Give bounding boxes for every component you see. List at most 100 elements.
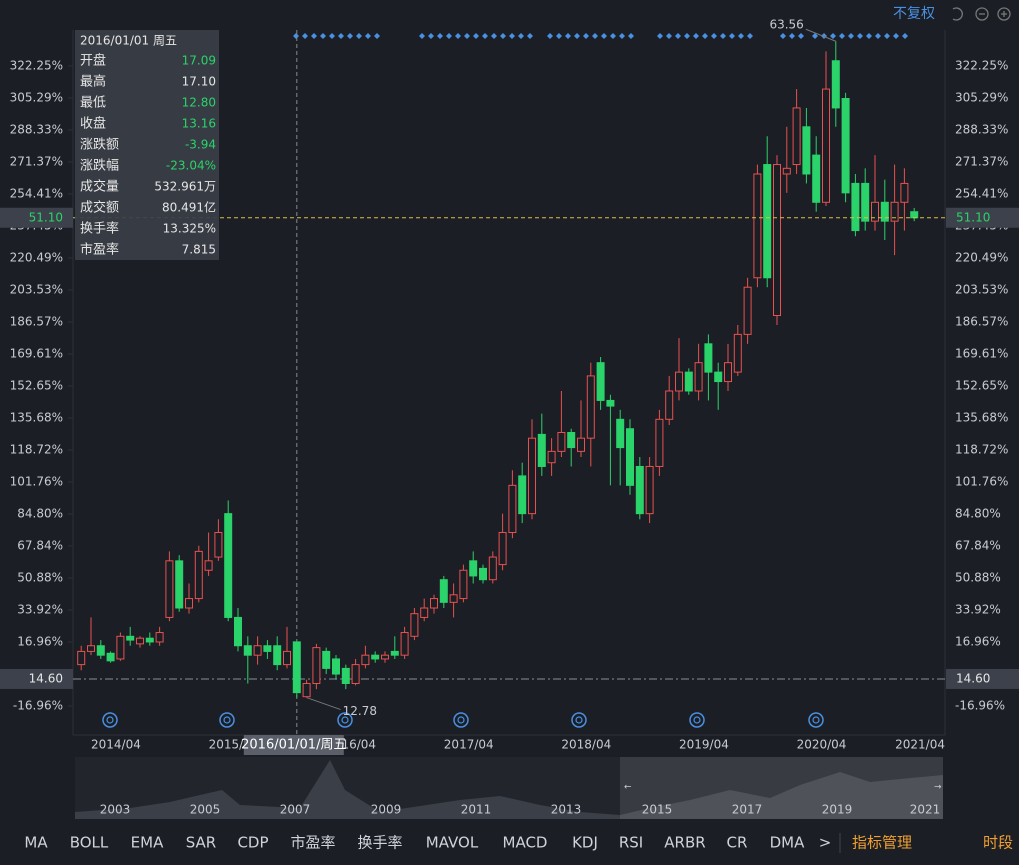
news-icon[interactable] (808, 712, 824, 728)
candle-body (782, 167, 791, 175)
candle-body (430, 598, 438, 609)
adjust-mode[interactable]: 不复权 (893, 5, 935, 22)
price-box (946, 668, 1019, 689)
zoom-in-icon[interactable] (997, 7, 1011, 21)
candle-body (743, 286, 752, 335)
y-tick-label: -16.96% (13, 699, 63, 713)
candle-body (567, 432, 576, 449)
news-icon[interactable] (102, 712, 118, 728)
event-marker (657, 33, 663, 39)
candle-body (263, 645, 272, 652)
candle-body (106, 652, 115, 662)
candle-body (851, 182, 860, 232)
event-marker (875, 33, 881, 39)
news-icon[interactable] (337, 712, 353, 728)
candle-body (910, 211, 919, 219)
event-marker (500, 33, 506, 39)
navigator-year: 2007 (280, 803, 311, 817)
toolbar-item[interactable]: 市盈率 (290, 834, 335, 852)
toolbar-manage[interactable]: 指标管理 (852, 834, 912, 852)
info-key: 开盘 (80, 53, 106, 69)
nav-handle[interactable]: → (934, 783, 942, 793)
info-value: -23.04% (166, 159, 216, 173)
reset-icon[interactable] (952, 7, 963, 21)
toolbar-item[interactable]: KDJ (572, 834, 598, 852)
toolbar-item[interactable]: DMA (770, 834, 805, 852)
news-icon[interactable] (689, 712, 705, 728)
event-marker (556, 33, 562, 39)
candle-body (234, 616, 242, 647)
candle-body (733, 333, 742, 373)
info-value: 7.815 (182, 243, 216, 257)
y-tick-label-right: 67.84% (955, 539, 1001, 553)
candle-body (586, 375, 595, 439)
toolbar-item[interactable]: ARBR (664, 834, 705, 852)
candle-body (165, 560, 174, 618)
event-marker (610, 33, 616, 39)
zoom-out-icon[interactable] (975, 7, 989, 21)
y-tick-label-right: 152.65% (955, 378, 1008, 392)
news-icon-dot (693, 716, 701, 724)
y-tick-label: 33.92% (17, 603, 63, 617)
info-key: 涨跌幅 (80, 158, 119, 174)
candle-body (439, 579, 448, 603)
event-marker (628, 33, 634, 39)
event-marker (601, 33, 607, 39)
candle-body (400, 632, 409, 656)
x-tick-label: 2014/04 (91, 738, 141, 752)
candle-body (724, 362, 732, 383)
toolbar-item[interactable]: > (819, 834, 832, 852)
info-key: 换手率 (80, 221, 119, 237)
candle-body (802, 126, 811, 175)
candle-body (361, 654, 370, 666)
toolbar-item[interactable]: CDP (237, 834, 268, 852)
toolbar-item[interactable]: CR (727, 834, 748, 852)
top-icons[interactable] (952, 7, 1011, 21)
toolbar-item[interactable]: RSI (619, 834, 643, 852)
candle-body (528, 437, 536, 515)
candle-body (508, 484, 517, 534)
event-marker (812, 33, 818, 39)
y-tick-label-right: 322.25% (955, 58, 1008, 72)
news-icon[interactable] (219, 712, 235, 728)
toolbar-item[interactable]: MAVOL (426, 834, 479, 852)
news-icon[interactable] (453, 712, 469, 728)
toolbar-item[interactable]: SAR (186, 834, 216, 852)
navigator-year: 2005 (190, 803, 221, 817)
event-marker (365, 33, 371, 39)
candle-body (753, 173, 762, 279)
event-marker (848, 33, 854, 39)
candle-body (488, 556, 497, 581)
y-tick-label: 50.88% (17, 571, 63, 585)
toolbar-period[interactable]: 时段 (983, 834, 1013, 852)
candle-body (214, 532, 223, 558)
candle-body (116, 635, 125, 660)
toolbar-item[interactable]: EMA (131, 834, 164, 852)
toolbar-item[interactable]: MA (24, 834, 48, 852)
nav-handle[interactable]: ← (624, 783, 632, 793)
candle-body (518, 475, 527, 515)
candle-body (469, 560, 478, 577)
navigator[interactable]: ← → 2003 2005 2007 2009 2011 2013 2015 2017 2019… (75, 757, 943, 819)
toolbar-item[interactable]: MACD (503, 834, 548, 852)
candle-body (635, 465, 644, 515)
candle-body (684, 371, 693, 392)
y-tick-label-right: 203.53% (955, 282, 1008, 296)
y-tick-label: 101.76% (10, 475, 63, 489)
candle-body (626, 428, 634, 486)
news-icon[interactable] (571, 712, 587, 728)
x-tick-label: 2020/04 (797, 738, 847, 752)
event-marker (419, 33, 425, 39)
toolbar-item[interactable]: BOLL (70, 834, 109, 852)
news-icon-dot (341, 716, 349, 724)
candle-body (714, 371, 723, 383)
event-marker (302, 33, 308, 39)
navigator-window[interactable] (620, 757, 943, 819)
candle-body (194, 550, 203, 600)
event-marker (798, 33, 804, 39)
candle-body (283, 650, 291, 666)
candle-body (890, 201, 899, 222)
navigator-year: 2019 (822, 803, 853, 817)
toolbar-item[interactable]: 换手率 (357, 834, 402, 852)
